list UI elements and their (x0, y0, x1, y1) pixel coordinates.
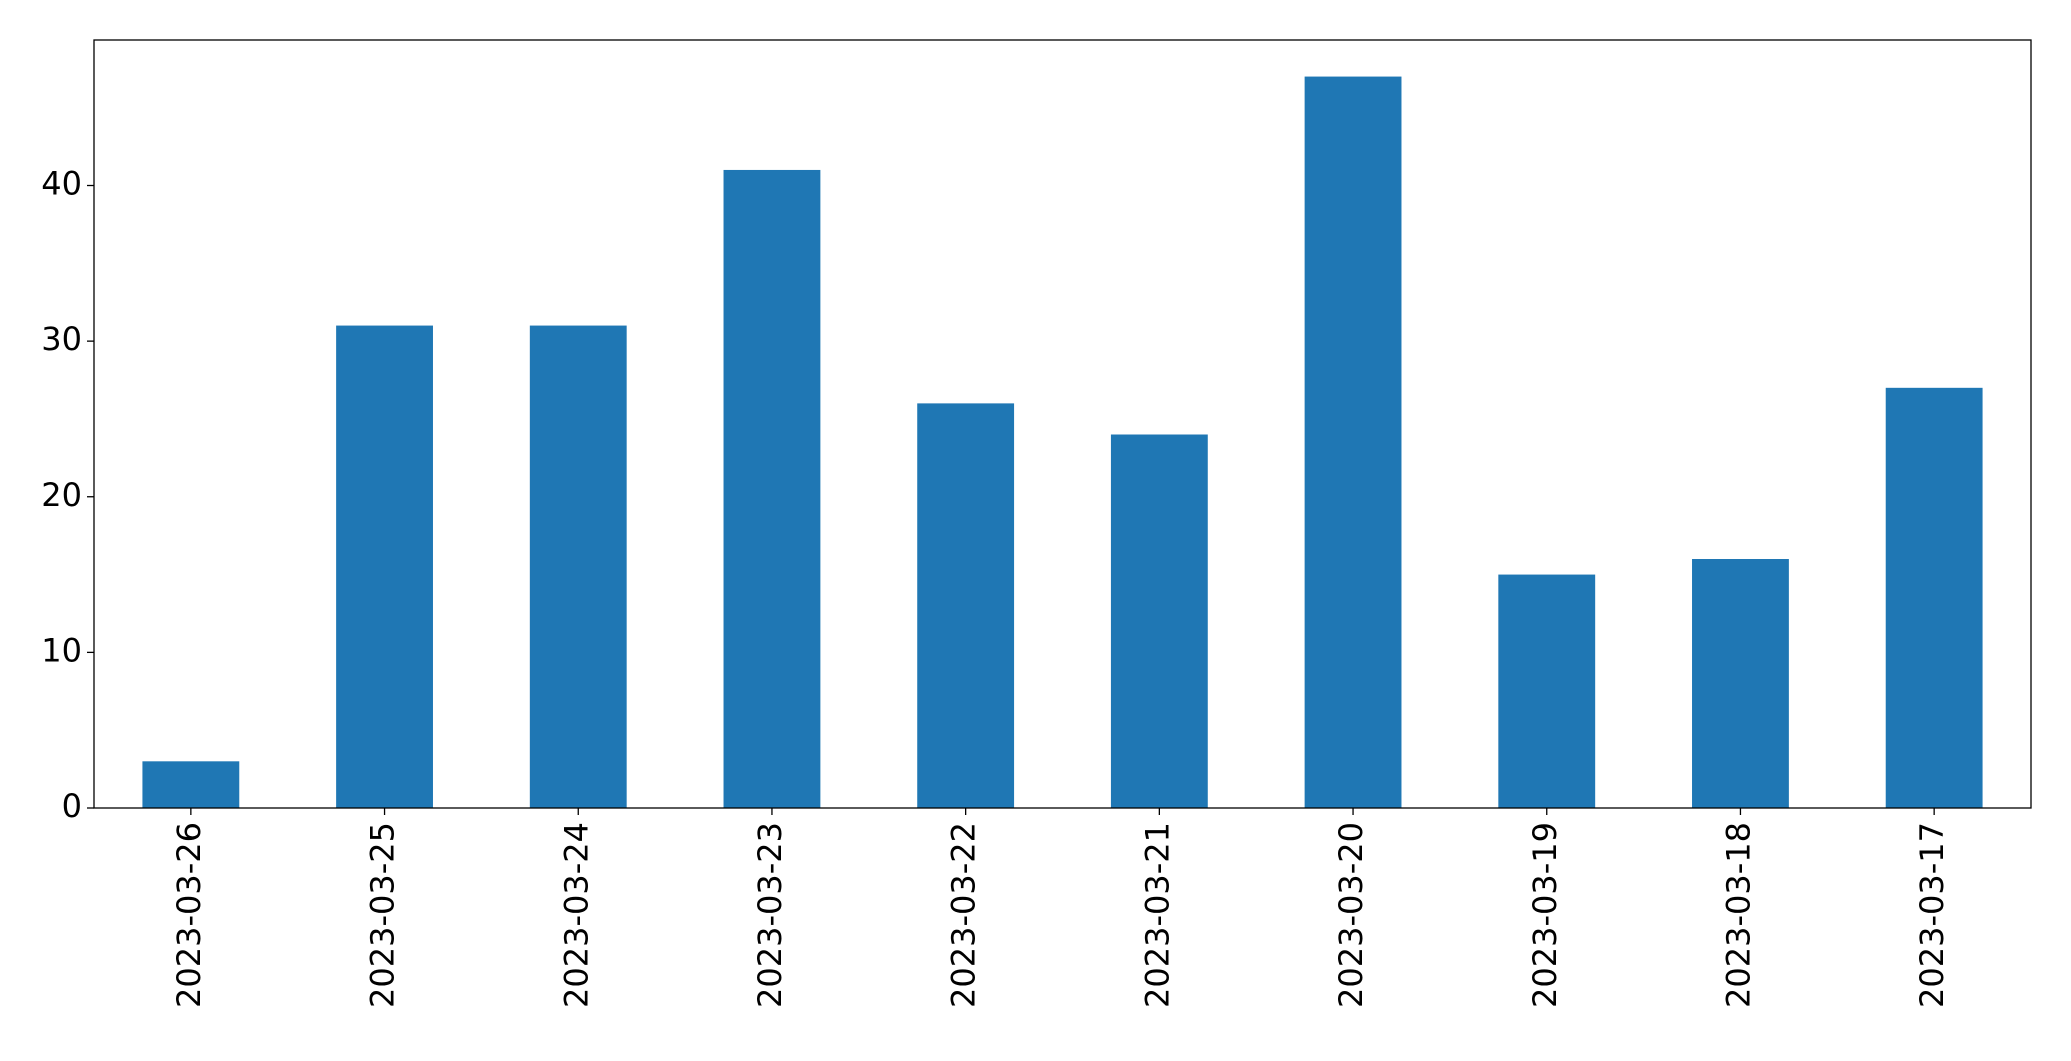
x-tick-label: 2023-03-26 (170, 822, 208, 1008)
bar (917, 403, 1015, 808)
bar (723, 169, 821, 808)
plot-frame (93, 39, 2032, 809)
bar (1110, 434, 1208, 808)
y-tick-label: 10 (41, 631, 82, 669)
bar (142, 761, 240, 808)
x-tick-label: 2023-03-20 (1332, 822, 1370, 1008)
y-tick-label: 40 (41, 165, 82, 203)
x-tick-label: 2023-03-23 (751, 822, 789, 1008)
bar (336, 325, 433, 808)
bar (529, 325, 627, 808)
bar (1885, 387, 1983, 808)
y-tick-label: 20 (41, 476, 82, 514)
bar (1692, 559, 1789, 808)
x-tick-label: 2023-03-18 (1719, 822, 1757, 1008)
x-tick-label: 2023-03-22 (945, 822, 983, 1008)
x-tick-label: 2023-03-21 (1138, 822, 1176, 1008)
bar (1304, 76, 1402, 809)
y-tick-label: 0 (62, 787, 82, 825)
x-tick-label: 2023-03-17 (1913, 822, 1951, 1008)
x-tick-label: 2023-03-19 (1526, 822, 1564, 1008)
x-tick-label: 2023-03-24 (557, 822, 595, 1008)
bar (1498, 574, 1596, 808)
x-tick-label: 2023-03-25 (364, 822, 402, 1008)
y-tick-label: 30 (41, 320, 82, 358)
